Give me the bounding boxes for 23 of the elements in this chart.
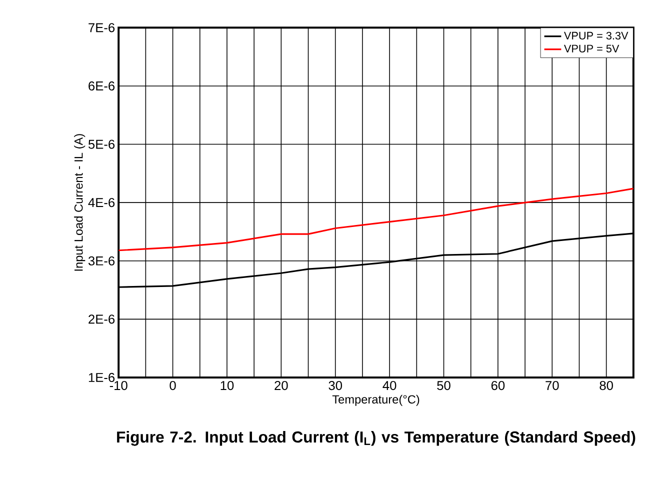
x-tick-label: 50 — [437, 380, 450, 390]
y-tick-label: 4E-6 — [88, 198, 115, 208]
x-tick-label: 0 — [170, 380, 176, 390]
x-tick-label: 10 — [220, 380, 234, 390]
x-axis-title: Temperature(°C) — [332, 394, 420, 406]
x-tick-label: 60 — [491, 380, 505, 390]
y-tick-label: 1E-6 — [88, 372, 115, 382]
x-tick-label: 80 — [600, 380, 613, 390]
x-tick-label: 20 — [274, 380, 288, 390]
x-tick-label: 30 — [328, 380, 342, 390]
text: Figure 7-2. Input Load Current (I$_{L}$) vs Temperature (Standard Speed) — [117, 431, 636, 446]
y-tick-label: 7E-6 — [88, 23, 115, 32]
y-tick-label: 6E-6 — [88, 81, 115, 91]
y-axis-title: Input Load Current - IL (A) — [74, 134, 86, 271]
legend-label: VPUP = 5V — [564, 44, 620, 52]
y-tick-label: 5E-6 — [88, 140, 115, 149]
y-tick-label: 2E-6 — [88, 314, 115, 324]
y-tick-label: 3E-6 — [88, 256, 115, 266]
x-tick-label: -10 — [110, 380, 128, 390]
x-tick-label: 40 — [382, 380, 396, 390]
legend-label: VPUP = 3.3V — [564, 32, 628, 40]
line-series — [118, 188, 634, 252]
x-tick-label: 70 — [546, 380, 559, 390]
